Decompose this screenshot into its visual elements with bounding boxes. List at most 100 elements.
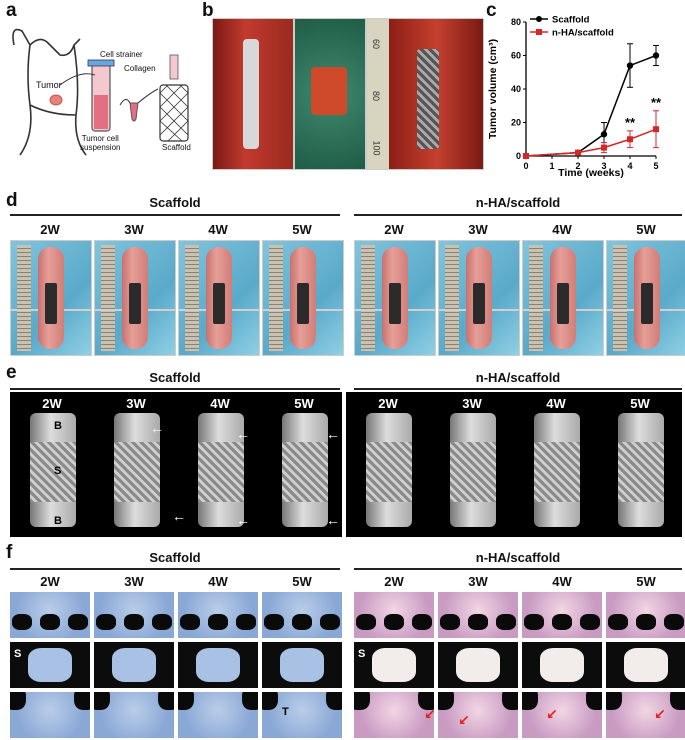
f-histology-scaffold-2w-row3	[10, 692, 90, 738]
d-week-label-nha-5: 5W	[636, 222, 656, 237]
d-photo-scaffold-3	[94, 240, 176, 356]
f-histology-scaffold-5w-row3	[262, 692, 342, 738]
f-histology-scaffold-3w-row3	[94, 692, 174, 738]
white-arrow-icon: ←	[326, 512, 340, 528]
y-tick-label: 60	[511, 51, 521, 61]
d-week-label-scaffold-5: 5W	[292, 222, 312, 237]
label-suspension: Tumor cell suspension	[80, 134, 121, 152]
y-tick-label: 0	[516, 151, 521, 161]
x-tick-label: 0	[523, 161, 528, 171]
d-photo-nha-5	[606, 240, 685, 356]
panel-c-label: c	[486, 0, 497, 21]
e-week-label-scaffold-3: 3W	[126, 396, 146, 411]
y-tick-label: 40	[511, 84, 521, 94]
white-arrow-icon: ←	[326, 426, 340, 442]
d-week-label-scaffold-3: 3W	[124, 222, 144, 237]
d-rule-right	[354, 214, 682, 216]
x-tick-label: 2	[575, 161, 580, 171]
significance-annotation: **	[651, 95, 662, 110]
f-s-label-nha: S	[358, 648, 366, 660]
e-rule-left	[10, 388, 340, 390]
d-photo-nha-2	[354, 240, 436, 356]
e-group-title-scaffold: Scaffold	[149, 370, 201, 385]
y-tick-label: 20	[511, 118, 521, 128]
ct-cylinder-nha-2	[366, 413, 412, 527]
f-histology-scaffold-3w-row2	[94, 642, 174, 688]
e-rule-right	[354, 388, 682, 390]
e-group-title-nha: n-HA/scaffold	[475, 370, 561, 385]
red-arrow-icon: ↙	[546, 706, 558, 722]
data-point	[652, 52, 660, 59]
ct-cylinder-scaffold-2	[30, 413, 76, 527]
ct-label-s: S	[54, 465, 62, 477]
x-axis-title: Time (weeks)	[558, 167, 624, 179]
white-arrow-icon: ←	[236, 512, 250, 528]
panel-b-label: b	[202, 0, 214, 21]
f-histology-nha-2w-row2	[354, 642, 434, 688]
d-week-label-nha-2: 2W	[384, 222, 404, 237]
y-tick-label: 80	[511, 17, 521, 27]
d-week-label-scaffold-4: 4W	[208, 222, 228, 237]
tumor-volume-chart: 0 1 2 3 4 5 0 20 40 60 80 Time (weeks) Tumor volume …	[487, 15, 662, 180]
tumor-mark	[49, 94, 63, 106]
f-histology-nha-5w-row2	[606, 642, 685, 688]
panel-f-label: f	[6, 542, 13, 563]
chart-series: ** **	[522, 43, 662, 160]
significance-annotation: **	[625, 115, 636, 130]
y-axis-title: Tumor volume (cm³)	[487, 39, 499, 139]
f-histology-nha-3w-row2	[438, 642, 518, 688]
f-week-label-nha-4: 4W	[552, 574, 572, 589]
photo-b-middle	[294, 18, 366, 170]
label-tumor: Tumor	[36, 80, 62, 90]
x-tick-label: 3	[601, 161, 606, 171]
ct-cylinder-nha-4	[534, 413, 580, 527]
d-photo-nha-4	[522, 240, 604, 356]
ct-cylinder-scaffold-5	[282, 413, 328, 527]
f-histology-nha-5w-row3	[606, 692, 685, 738]
data-point	[575, 149, 581, 156]
panel-e-label: e	[6, 362, 17, 383]
d-week-label-scaffold-2: 2W	[40, 222, 60, 237]
x-tick-label: 1	[549, 161, 554, 171]
d-week-label-nha-4: 4W	[552, 222, 572, 237]
d-photo-scaffold-4	[178, 240, 260, 356]
f-histology-scaffold-5w-row2	[262, 642, 342, 688]
legend-label-0: Scaffold	[552, 15, 590, 26]
red-arrow-icon: ↙	[458, 712, 470, 728]
white-arrow-icon: ←	[236, 426, 250, 442]
data-point	[601, 144, 607, 151]
panel-a-label: a	[6, 0, 17, 21]
f-histology-nha-4w-row3	[522, 692, 602, 738]
f-rule-left	[10, 568, 340, 570]
data-point	[627, 136, 633, 143]
f-rule-right	[354, 568, 682, 570]
f-group-title-nha: n-HA/scaffold	[475, 550, 561, 565]
label-scaffold: Scaffold	[162, 143, 191, 152]
f-s-label-scaffold: S	[14, 648, 22, 660]
f-histology-nha-3w-row1	[438, 592, 518, 638]
chart-axes: 0 1 2 3 4 5 0 20 40 60 80 Time (weeks) Tumor volume …	[487, 17, 659, 179]
schematic-illustration	[12, 28, 189, 156]
f-week-label-nha-2: 2W	[384, 574, 404, 589]
ct-cylinder-scaffold-3	[114, 413, 160, 527]
ruler-mark-80: 80	[371, 90, 382, 102]
f-histology-nha-4w-row1	[522, 592, 602, 638]
f-histology-scaffold-2w-row1	[10, 592, 90, 638]
f-histology-scaffold-5w-row1	[262, 592, 342, 638]
f-histology-scaffold-4w-row3	[178, 692, 258, 738]
ct-cylinder-nha-5	[618, 413, 664, 527]
f-histology-scaffold-4w-row1	[178, 592, 258, 638]
e-week-label-nha-3: 3W	[462, 396, 482, 411]
e-week-label-scaffold-2: 2W	[42, 396, 62, 411]
data-point	[626, 62, 634, 69]
f-week-label-scaffold-2: 2W	[40, 574, 60, 589]
f-histology-nha-2w-row1	[354, 592, 434, 638]
e-week-label-scaffold-5: 5W	[294, 396, 314, 411]
ct-cylinder-scaffold-4	[198, 413, 244, 527]
label-collagen: Collagen	[124, 64, 156, 73]
chart-legend: Scaffold n-HA/scaffold	[530, 15, 614, 39]
label-cell-strainer: Cell strainer	[100, 50, 143, 59]
d-rule-left	[10, 214, 340, 216]
data-point	[653, 126, 659, 133]
ruler-mark-60: 60	[371, 38, 382, 50]
